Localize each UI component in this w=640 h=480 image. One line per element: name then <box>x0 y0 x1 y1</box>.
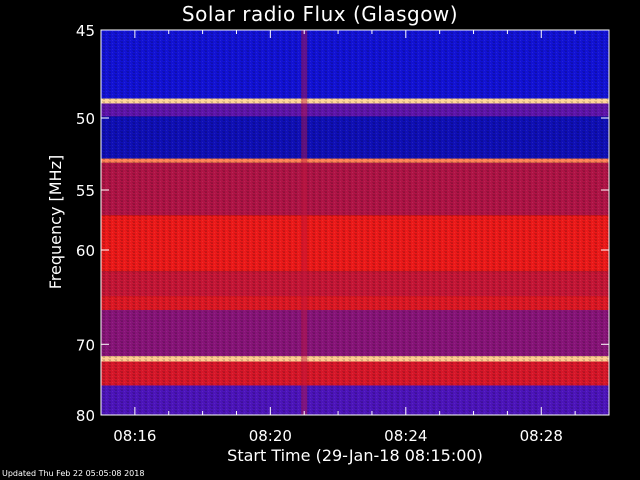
chart-title: Solar radio Flux (Glasgow) <box>181 2 459 26</box>
axes: 45 50 55 60 70 80 08:16 08:20 08:24 08:28 <box>76 22 609 445</box>
updated-timestamp: Updated Thu Feb 22 05:05:08 2018 <box>2 469 145 478</box>
x-axis-label: Start Time (29-Jan-18 08:15:00) <box>227 446 483 465</box>
y-tick-label: 80 <box>76 407 95 425</box>
spectrum-texture <box>101 30 609 415</box>
y-tick-label: 55 <box>76 182 95 200</box>
x-tick-label: 08:28 <box>520 427 563 445</box>
x-tick-label: 08:20 <box>249 427 292 445</box>
y-tick-label: 45 <box>76 22 95 40</box>
plot-frame <box>100 29 610 416</box>
y-axis-label: Frequency [MHz] <box>46 155 65 289</box>
y-tick-label: 70 <box>76 336 95 354</box>
x-tick-label: 08:24 <box>384 427 427 445</box>
plot-area <box>101 30 609 415</box>
x-tick-label: 08:16 <box>113 427 156 445</box>
burst-event-0 <box>301 30 308 415</box>
y-tick-label: 50 <box>76 110 95 128</box>
y-tick-label: 60 <box>76 242 95 260</box>
